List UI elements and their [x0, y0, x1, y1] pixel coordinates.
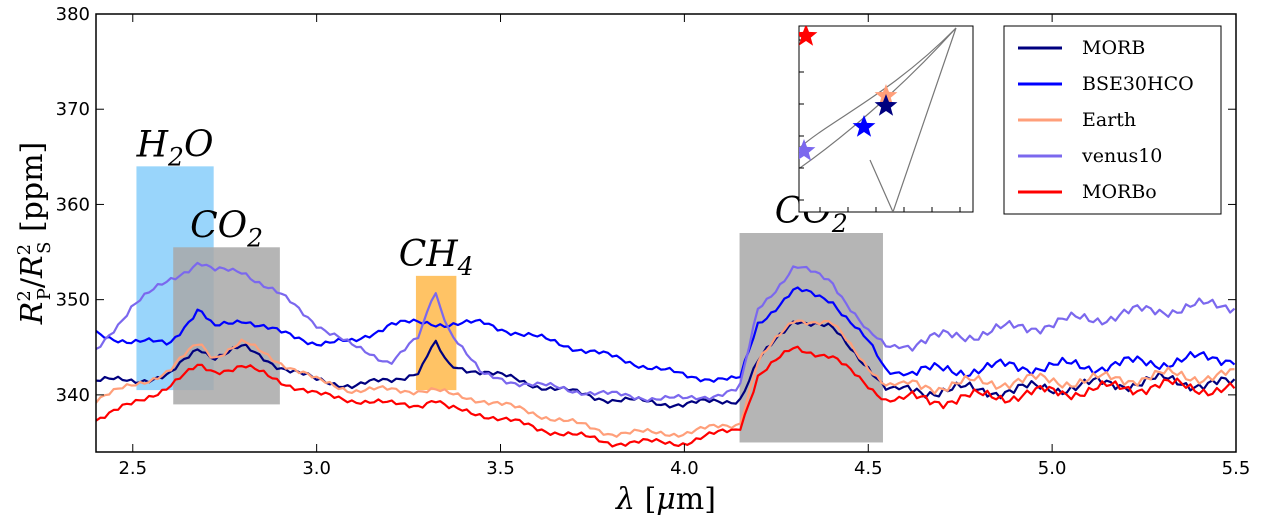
x-tick-label: 5.0	[1038, 458, 1067, 479]
x-tick-label: 4.0	[670, 458, 699, 479]
y-tick-label: 370	[56, 99, 90, 120]
x-tick-label: 3.0	[302, 458, 331, 479]
y-tick-label: 360	[56, 194, 90, 215]
inset-panel	[798, 25, 974, 213]
series-line-venus10	[96, 261, 1236, 403]
x-tick-label: 2.5	[118, 458, 147, 479]
band-label-1: CO2	[190, 205, 263, 252]
y-tick-label: 340	[56, 385, 90, 406]
plot-frame	[95, 13, 1237, 453]
legend-label-MORBo: MORBo	[1082, 181, 1157, 203]
legend: MORB BSE30HCO Earth venus10 MORBo	[1003, 25, 1222, 215]
y-axis-label: R2P/R2S [ppm]	[14, 142, 55, 325]
y-tick-label: 350	[56, 290, 90, 311]
x-tick-label: 5.5	[1222, 458, 1251, 479]
legend-label-Earth: Earth	[1082, 109, 1136, 131]
x-axis-label: λ [μm]	[615, 482, 716, 517]
inset-boundary-2	[799, 27, 957, 150]
band-label-0: H2O	[136, 124, 214, 171]
series-line-Earth	[96, 319, 1235, 438]
y-tick-label: 380	[56, 4, 90, 25]
inset-star-MORB	[874, 94, 898, 116]
series-line-MORBo	[96, 345, 1236, 448]
band-label-2: CH4	[399, 234, 474, 281]
series-line-BSE30HCO	[96, 286, 1236, 383]
inset-star-venus10	[799, 139, 816, 161]
legend-label-MORB: MORB	[1082, 37, 1145, 59]
inset-star-BSE30HCO	[852, 115, 876, 137]
inset-star-MORBo	[799, 26, 818, 46]
legend-label-venus10: venus10	[1081, 145, 1162, 167]
x-tick-label: 3.5	[486, 458, 515, 479]
x-tick-label: 4.5	[854, 458, 883, 479]
absorption-band-3	[739, 233, 883, 443]
legend-label-BSE30HCO: BSE30HCO	[1082, 73, 1194, 95]
